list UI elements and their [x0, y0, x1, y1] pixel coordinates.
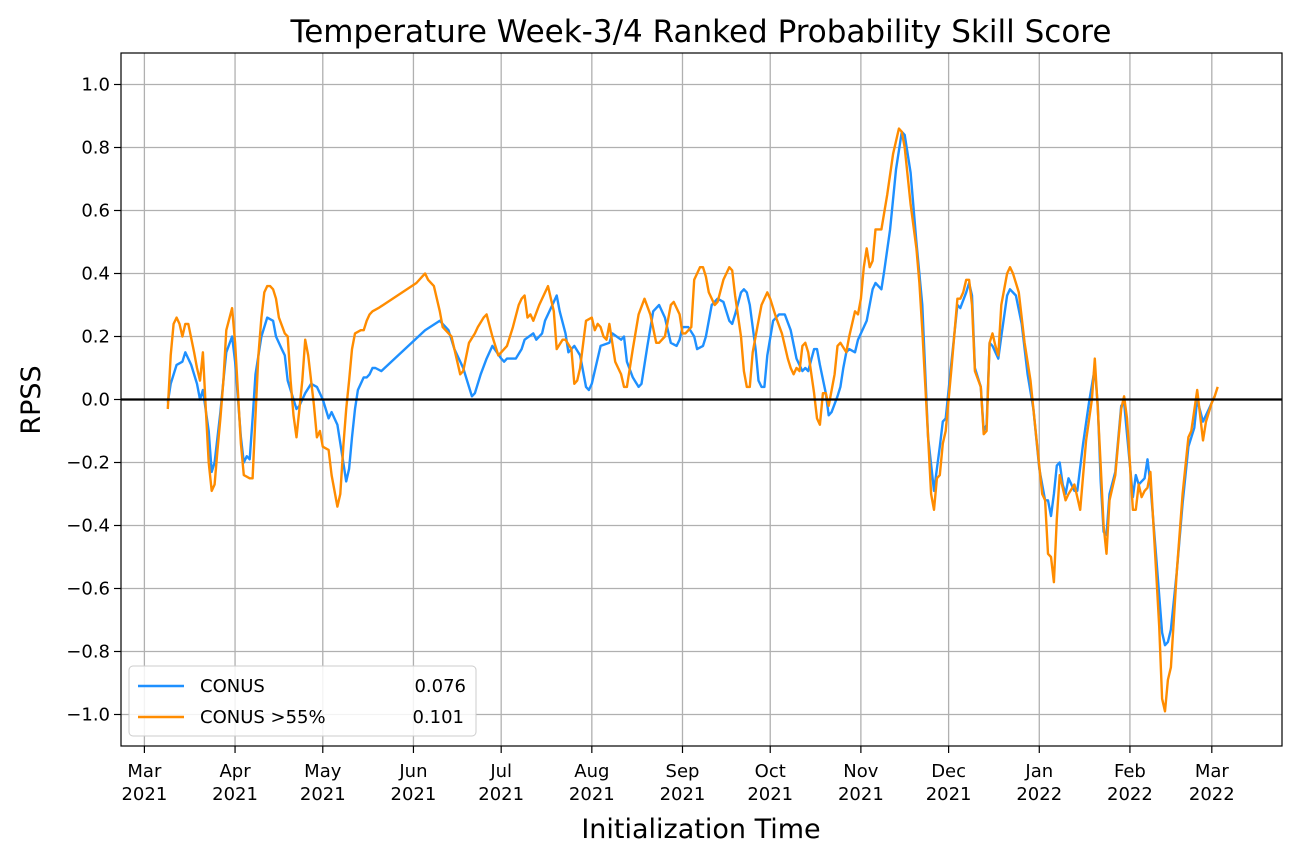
- x-tick-year: 2021: [121, 784, 167, 805]
- legend-label-conus: CONUS: [200, 676, 265, 697]
- y-tick-label: −0.2: [66, 453, 110, 474]
- series-line-conus-55: [166, 127, 1219, 713]
- x-tick-year: 2021: [660, 784, 706, 805]
- x-axis-ticks: Mar2021Apr2021May2021Jun2021Jul2021Aug20…: [121, 746, 1235, 805]
- y-tick-label: −0.8: [66, 642, 110, 663]
- x-tick-month: Mar: [1195, 761, 1230, 782]
- x-tick-year: 2021: [747, 784, 793, 805]
- y-tick-label: 1.0: [81, 75, 110, 96]
- x-tick-month: May: [304, 761, 342, 782]
- plot-series: [166, 127, 1219, 713]
- x-tick-year: 2021: [838, 784, 884, 805]
- y-axis-ticks: 1.0 0.8 0.6 0.4 0.2 0.0 −0.2 −0.4 −0.6 −0.8 −1.0: [66, 75, 121, 726]
- x-tick-year: 2021: [569, 784, 615, 805]
- legend-label-conus-55: CONUS >55%: [200, 707, 326, 728]
- x-tick-month: Jul: [489, 761, 512, 782]
- y-tick-label: −0.4: [66, 516, 110, 537]
- x-tick-month: Dec: [931, 761, 966, 782]
- legend-value-conus: 0.076: [414, 676, 466, 697]
- legend-box: [128, 665, 477, 737]
- x-tick-month: Apr: [219, 761, 251, 782]
- series-line-conus: [166, 130, 1216, 647]
- x-tick-year: 2022: [1189, 784, 1235, 805]
- x-tick-month: Mar: [127, 761, 162, 782]
- chart-title: Temperature Week-3/4 Ranked Probability …: [290, 14, 1112, 50]
- x-tick-month: Nov: [843, 761, 878, 782]
- y-tick-label: 0.2: [81, 327, 110, 348]
- x-tick-year: 2022: [1016, 784, 1062, 805]
- x-tick-year: 2021: [478, 784, 524, 805]
- x-tick-month: Sep: [666, 761, 700, 782]
- y-axis-label: RPSS: [16, 365, 47, 434]
- x-tick-month: Feb: [1114, 761, 1146, 782]
- legend: CONUS 0.076 CONUS >55% 0.101: [128, 665, 477, 737]
- y-tick-label: 0.0: [81, 390, 110, 411]
- x-tick-month: Oct: [755, 761, 786, 782]
- y-tick-label: 0.8: [81, 138, 110, 159]
- y-tick-label: −1.0: [66, 705, 110, 726]
- legend-value-conus-55: 0.101: [412, 707, 464, 728]
- y-tick-label: 0.4: [81, 264, 110, 285]
- x-tick-year: 2021: [300, 784, 346, 805]
- y-tick-label: 0.6: [81, 201, 110, 222]
- x-tick-year: 2022: [1107, 784, 1153, 805]
- x-axis-label: Initialization Time: [581, 814, 820, 845]
- y-tick-label: −0.6: [66, 579, 110, 600]
- x-tick-month: Jan: [1024, 761, 1053, 782]
- x-tick-year: 2021: [926, 784, 972, 805]
- x-tick-year: 2021: [391, 784, 437, 805]
- x-tick-month: Aug: [574, 761, 609, 782]
- x-tick-month: Jun: [398, 761, 427, 782]
- x-tick-year: 2021: [212, 784, 258, 805]
